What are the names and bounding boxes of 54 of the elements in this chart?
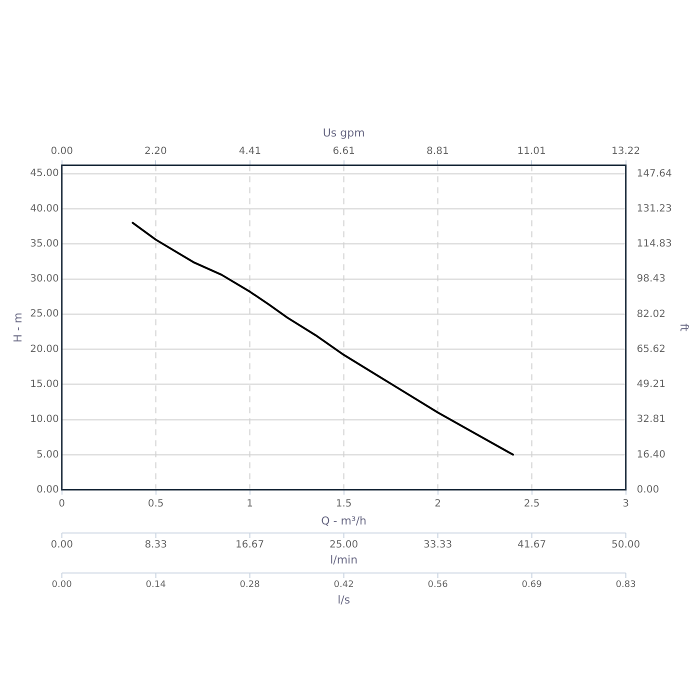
y-tick-label: 10.00 [30,414,59,426]
x-tick-label: 2.5 [524,498,540,510]
text: 0.56 [428,580,448,590]
text: 41.67 [517,540,546,551]
y-tick-label: 45.00 [30,168,59,180]
x-tick-label: 0 [58,498,66,510]
y-axis-title: H - m [11,312,24,342]
x2-tick-label: 8.81 [426,146,449,157]
x2-tick-label: 0.00 [50,146,73,157]
text: 16.67 [236,540,264,551]
x-tick-label: 1.5 [336,498,352,510]
y2-tick-label: 0.00 [636,484,660,496]
y-tick-label: 0.00 [36,484,59,496]
y2-tick-label: 131.23 [636,203,672,214]
text: 0.14 [146,580,166,590]
x2-tick-label: 11.01 [517,146,546,157]
text: l/s [338,593,350,606]
y2-tick-label: 16.40 [636,449,666,460]
text: 50.00 [611,540,640,551]
x-tick-label: 1 [246,498,254,510]
x2-tick-label: 6.61 [332,146,355,157]
x-axis-title: Q - m³/h [321,514,367,528]
x2-tick-label: 4.41 [238,146,262,157]
y-tick-label: 5.00 [36,449,59,460]
y2-tick-label: 65.62 [636,344,666,355]
y2-tick-label: 114.83 [636,238,672,250]
text: 0.42 [334,580,354,590]
y2-tick-label: 147.64 [636,168,672,180]
y-tick-label: 15.00 [30,379,59,390]
x2-tick-label: 13.22 [611,146,640,157]
text: 0.69 [522,580,542,590]
y-tick-label: 40.00 [30,203,59,214]
text: 0.83 [616,580,636,590]
y2-tick-label: 82.02 [636,308,666,320]
y2-tick-label: 98.43 [636,274,666,285]
y-tick-label: 30.00 [30,274,59,285]
text: 8.33 [144,540,167,551]
text: 25.00 [330,540,358,551]
y2-tick-label: 32.81 [636,414,666,426]
text: l/min [330,553,358,566]
x-tick-label: 0.5 [148,498,164,510]
text: 0.00 [50,540,73,551]
text: 0.00 [52,580,72,590]
x2-axis-title: Us gpm [322,126,365,140]
x-tick-label: 2 [434,498,442,510]
y-tick-label: 25.00 [30,308,59,320]
y2-tick-label: 49.21 [636,379,666,390]
text: 0.28 [240,580,260,590]
x-tick-label: 3 [622,498,629,510]
y-tick-label: 35.00 [30,238,59,250]
x2-tick-label: 2.20 [144,146,167,157]
y-tick-label: 20.00 [30,344,59,355]
text: 33.33 [423,540,452,551]
y2-axis-title: ft [678,324,691,332]
